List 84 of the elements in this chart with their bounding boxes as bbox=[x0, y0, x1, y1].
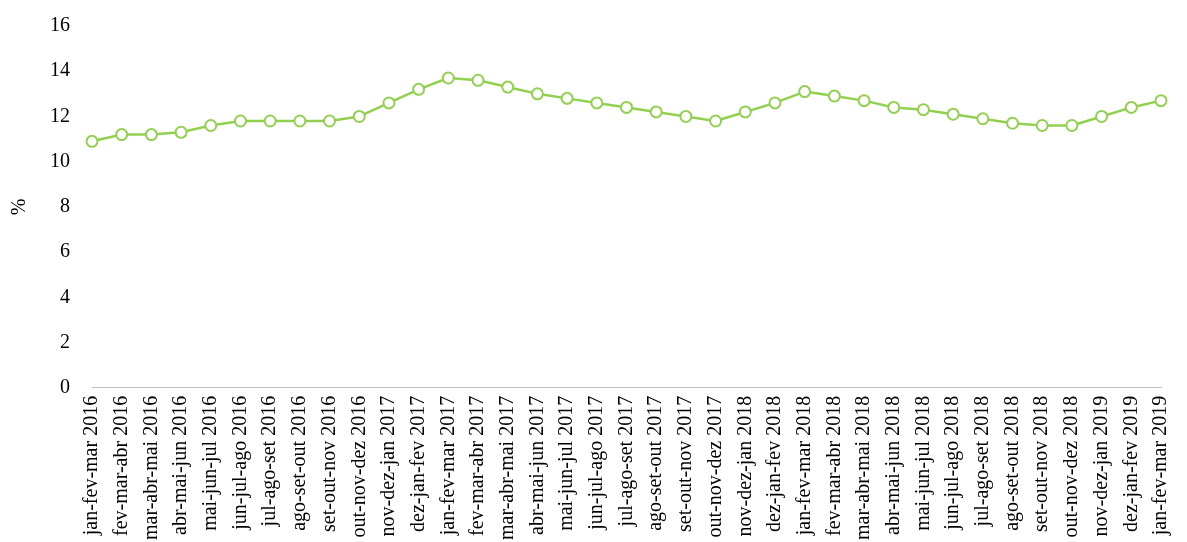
x-tick-label: ago-set-out 2017 bbox=[643, 395, 667, 531]
point bbox=[144, 128, 158, 142]
x-tick-label: jan-fev-mar 2017 bbox=[435, 395, 459, 537]
x-tick-label: out-nov-dez 2018 bbox=[1059, 395, 1082, 538]
point bbox=[798, 85, 812, 99]
x-tick-label: abr-mai-jun 2018 bbox=[881, 395, 904, 535]
point bbox=[1154, 94, 1168, 108]
point bbox=[352, 109, 366, 123]
x-tick-label: jul-ago-set 2016 bbox=[257, 395, 281, 528]
x-tick-label: dez-jan-fev 2019 bbox=[1118, 395, 1142, 532]
x-tick-label: jun-jul-ago 2017 bbox=[584, 395, 608, 531]
y-tick-label: 6 bbox=[60, 239, 70, 262]
point bbox=[115, 128, 129, 142]
point bbox=[1095, 109, 1109, 123]
y-tick-label: 4 bbox=[60, 284, 70, 307]
x-tick-label: set-out-nov 2017 bbox=[673, 395, 696, 532]
y-axis-title: % bbox=[7, 198, 30, 216]
x-tick-label: out-nov-dez 2016 bbox=[346, 395, 369, 538]
point bbox=[85, 134, 99, 148]
y-tick-label: 2 bbox=[60, 329, 70, 352]
point bbox=[560, 91, 574, 105]
point bbox=[946, 107, 960, 121]
x-tick-label: fev-mar-abr 2016 bbox=[108, 395, 131, 536]
point bbox=[530, 87, 544, 101]
point bbox=[233, 114, 247, 128]
point bbox=[293, 114, 307, 128]
y-tick-label: 16 bbox=[50, 13, 70, 36]
point bbox=[827, 89, 841, 103]
point bbox=[857, 94, 871, 108]
point bbox=[887, 100, 901, 114]
x-tick-label: dez-jan-fev 2017 bbox=[405, 395, 429, 532]
y-tick-label: 12 bbox=[50, 103, 70, 126]
x-tick-label: mar-abr-mai 2017 bbox=[494, 395, 517, 540]
x-tick-label: set-out-nov 2018 bbox=[1029, 395, 1052, 532]
y-tick-label: 8 bbox=[60, 194, 70, 217]
point bbox=[649, 105, 663, 119]
x-tick-label: jan-fev-mar 2016 bbox=[79, 395, 103, 537]
x-tick-label: fev-mar-abr 2017 bbox=[465, 395, 488, 536]
x-tick-label: dez-jan-fev 2018 bbox=[762, 395, 786, 532]
x-tick-label: ago-set-out 2018 bbox=[999, 395, 1023, 531]
x-tick-label: out-nov-dez 2017 bbox=[702, 395, 725, 538]
point bbox=[471, 73, 485, 87]
x-tick-label: nov-dez-jan 2019 bbox=[1088, 395, 1112, 537]
y-tick-label: 10 bbox=[50, 148, 70, 171]
point bbox=[204, 119, 218, 133]
point bbox=[1006, 116, 1020, 130]
x-tick-label: set-out-nov 2016 bbox=[316, 395, 339, 532]
point bbox=[263, 114, 277, 128]
point bbox=[323, 114, 337, 128]
point bbox=[1065, 119, 1079, 133]
point bbox=[382, 96, 396, 110]
x-tick-label: ago-set-out 2016 bbox=[287, 395, 311, 531]
point bbox=[768, 96, 782, 110]
point bbox=[738, 105, 752, 119]
x-tick-label: mai-jun-jul 2016 bbox=[198, 395, 222, 531]
x-tick-label: abr-mai-jun 2017 bbox=[524, 395, 548, 535]
x-tick-label: mar-abr-mai 2018 bbox=[851, 395, 874, 540]
x-tick-label: nov-dez-jan 2018 bbox=[732, 395, 756, 537]
point bbox=[441, 71, 455, 85]
x-tick-label: mar-abr-mai 2016 bbox=[138, 395, 161, 540]
point bbox=[590, 96, 604, 110]
point bbox=[1035, 119, 1049, 133]
point bbox=[1124, 100, 1138, 114]
point bbox=[679, 109, 693, 123]
point bbox=[412, 82, 426, 96]
x-tick-label: jan-fev-mar 2019 bbox=[1148, 395, 1172, 537]
point bbox=[916, 103, 930, 117]
point bbox=[709, 114, 723, 128]
point bbox=[620, 100, 633, 114]
x-tick-label: abr-mai-jun 2016 bbox=[168, 395, 192, 535]
point bbox=[501, 80, 515, 94]
x-tick-label: jan-fev-mar 2018 bbox=[791, 395, 815, 537]
x-tick-label: nov-dez-jan 2017 bbox=[376, 395, 400, 537]
x-tick-label: jun-jul-ago 2016 bbox=[227, 395, 251, 531]
x-tick-label: fev-mar-abr 2018 bbox=[821, 395, 844, 536]
y-tick-label: 14 bbox=[50, 58, 70, 81]
point bbox=[976, 112, 990, 126]
x-tick-label: jun-jul-ago 2018 bbox=[940, 395, 964, 531]
x-tick-label: mai-jun-jul 2017 bbox=[554, 395, 578, 531]
x-tick-label: jul-ago-set 2018 bbox=[970, 395, 994, 528]
y-tick-label: 0 bbox=[60, 375, 70, 398]
x-tick-label: jul-ago-set 2017 bbox=[613, 395, 637, 528]
x-tick-label: mai-jun-jul 2018 bbox=[910, 395, 934, 531]
point bbox=[174, 125, 188, 139]
